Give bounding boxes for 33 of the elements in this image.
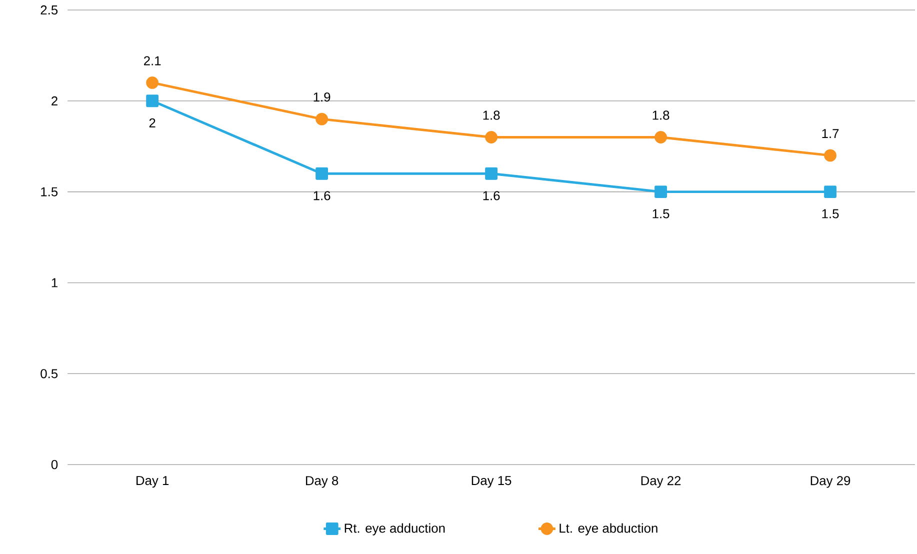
x-tick-label: Day 15 <box>472 476 512 488</box>
y-tick-label: 1 <box>52 278 58 288</box>
point <box>824 149 836 162</box>
y-tick-label: 2.5 <box>40 5 58 14</box>
point <box>824 185 836 198</box>
y-tick-label: 0.5 <box>40 368 58 378</box>
data-label: 1.8 <box>483 110 500 120</box>
point <box>654 185 667 198</box>
data-label: 1.9 <box>314 92 330 102</box>
data-label: 1.6 <box>483 190 500 200</box>
legend-label: Rt. eye adduction <box>344 523 445 536</box>
point <box>316 167 328 180</box>
point <box>485 130 498 144</box>
point <box>485 167 498 180</box>
point <box>146 76 159 89</box>
data-label: 1.6 <box>314 190 330 200</box>
data-label: 1.5 <box>652 209 670 218</box>
legend-label: Lt. eye abduction <box>560 523 658 536</box>
data-label: 1.5 <box>822 209 839 218</box>
x-tick-label: Day 22 <box>641 476 681 488</box>
y-tick-label: 1.5 <box>41 187 58 196</box>
data-label: 1.7 <box>822 128 839 138</box>
data-label: 2 <box>149 118 156 128</box>
x-tick-label: Day 1 <box>136 476 169 488</box>
y-tick-label: 2 <box>52 96 58 106</box>
data-label: 1.8 <box>652 110 670 120</box>
y-tick-label: 0 <box>51 460 58 469</box>
point <box>654 130 667 144</box>
x-tick-label: Day 29 <box>810 476 850 488</box>
data-label: 2.1 <box>144 56 161 66</box>
x-tick-label: Day 8 <box>306 476 338 488</box>
point <box>146 94 159 107</box>
point <box>316 112 328 126</box>
